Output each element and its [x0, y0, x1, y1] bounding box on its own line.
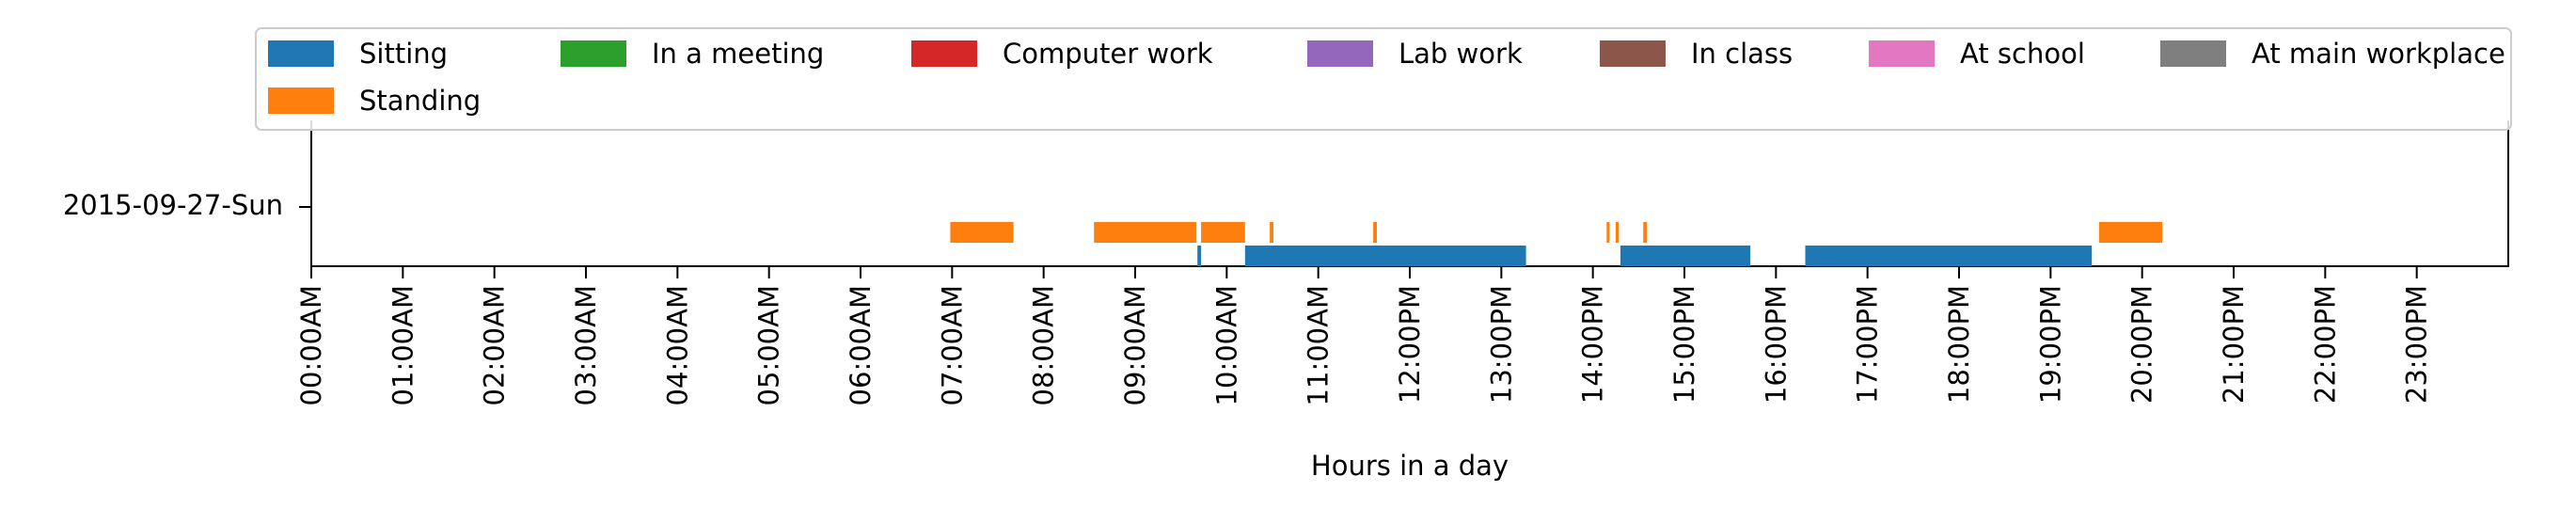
- interval-bar-standing: [1606, 222, 1610, 243]
- legend-label: In a meeting: [652, 38, 824, 70]
- legend-label: At main workplace: [2252, 38, 2505, 70]
- x-axis-label: Hours in a day: [1311, 450, 1509, 482]
- legend-swatch: [1307, 40, 1373, 67]
- legend-label: At school: [1960, 38, 2085, 70]
- interval-bar-sitting: [1620, 246, 1751, 266]
- legend: Sitting Standing In a meeting Computer work…: [255, 27, 2512, 131]
- x-axis: 00:00AM 01:00AM 02:00AM 03:00AM 04:00AM 05:00…: [295, 266, 2433, 405]
- y-tick-label: 2015-09-27-Sun: [63, 189, 283, 221]
- legend-swatch: [911, 40, 977, 67]
- interval-bar-sitting: [1197, 246, 1202, 266]
- interval-bar-sitting: [1805, 246, 2093, 266]
- interval-bars: [950, 222, 2163, 266]
- legend-swatch: [2160, 40, 2226, 67]
- x-tick-label: 07:00AM: [936, 285, 968, 405]
- interval-bar-standing: [1201, 222, 1245, 243]
- legend-label: Lab work: [1399, 38, 1523, 70]
- x-tick-label: 05:00AM: [753, 285, 785, 405]
- x-tick-label: 10:00AM: [1210, 285, 1242, 405]
- legend-frame: [255, 27, 2512, 131]
- x-tick-label: 16:00PM: [1760, 285, 1792, 404]
- x-tick-label: 12:00PM: [1394, 285, 1426, 404]
- legend-swatch: [561, 40, 626, 67]
- x-tick-label: 23:00PM: [2401, 285, 2433, 404]
- plot-area: [310, 120, 2509, 267]
- x-tick-label: 15:00PM: [1668, 285, 1700, 404]
- interval-bar-standing: [1643, 222, 1648, 243]
- legend-swatch: [268, 87, 334, 114]
- x-tick-label: 09:00AM: [1119, 285, 1151, 405]
- interval-bar-standing: [2098, 222, 2163, 243]
- legend-label: Computer work: [1003, 38, 1213, 70]
- x-tick-label: 20:00PM: [2126, 285, 2158, 404]
- x-tick-label: 18:00PM: [1943, 285, 1975, 404]
- interval-bar-sitting: [1244, 246, 1526, 266]
- x-tick-label: 13:00PM: [1485, 285, 1517, 404]
- y-axis: 2015-09-27-Sun: [63, 189, 311, 221]
- legend-label: Standing: [359, 85, 481, 117]
- x-tick-label: 06:00AM: [845, 285, 877, 405]
- x-tick-label: 04:00AM: [661, 285, 693, 405]
- interval-bar-standing: [950, 222, 1014, 243]
- x-tick-label: 01:00AM: [387, 285, 419, 405]
- x-tick-label: 14:00PM: [1577, 285, 1609, 404]
- legend-swatch: [1869, 40, 1935, 67]
- legend-label: Sitting: [359, 38, 448, 70]
- interval-bar-standing: [1373, 222, 1377, 243]
- legend-label: In class: [1691, 38, 1793, 70]
- x-tick-label: 03:00AM: [570, 285, 602, 405]
- x-tick-label: 22:00PM: [2309, 285, 2341, 404]
- x-tick-label: 11:00AM: [1303, 285, 1335, 405]
- interval-bar-standing: [1270, 222, 1273, 243]
- x-tick-label: 02:00AM: [479, 285, 511, 405]
- x-tick-label: 19:00PM: [2034, 285, 2066, 404]
- x-tick-label: 21:00PM: [2218, 285, 2250, 404]
- interval-bar-standing: [1094, 222, 1197, 243]
- interval-bar-standing: [1616, 222, 1619, 243]
- x-tick-label: 08:00AM: [1028, 285, 1060, 405]
- legend-swatch: [1600, 40, 1666, 67]
- x-tick-label: 00:00AM: [295, 285, 327, 405]
- legend-swatch: [268, 40, 334, 67]
- x-tick-label: 17:00PM: [1852, 285, 1884, 404]
